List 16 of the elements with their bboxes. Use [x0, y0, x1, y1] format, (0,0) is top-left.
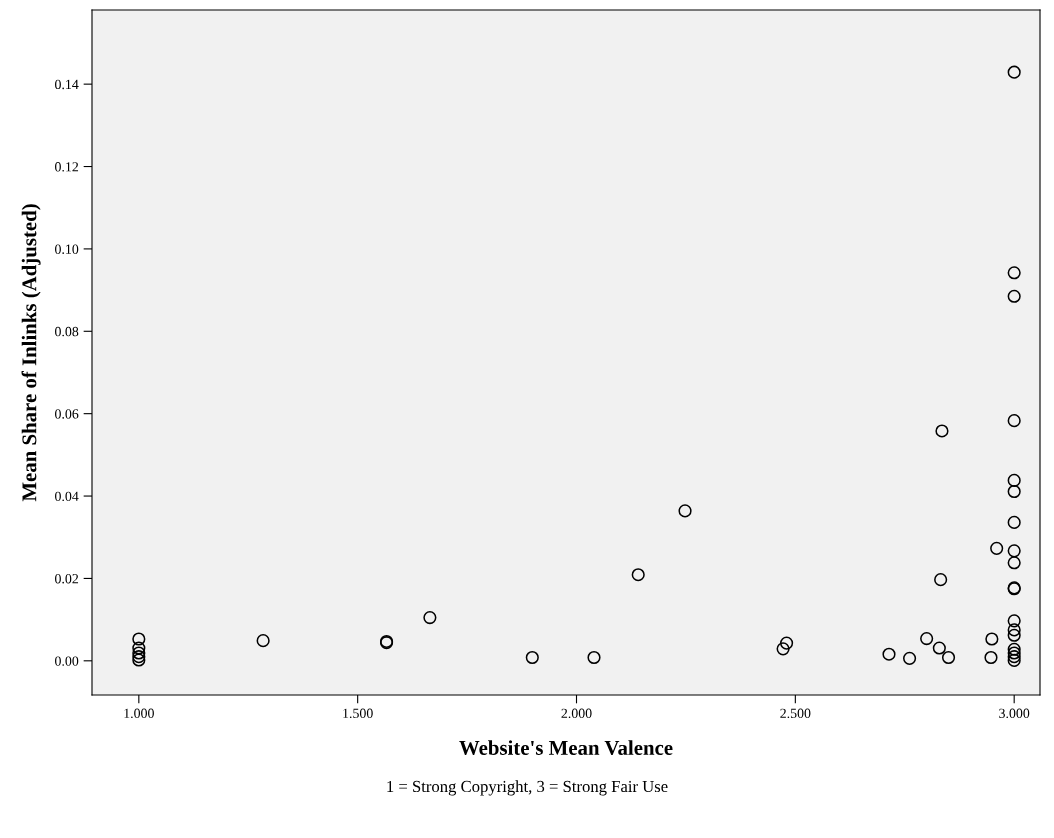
- x-tick-label: 1.500: [343, 708, 373, 719]
- y-tick-label: 0.10: [55, 244, 79, 254]
- x-tick-label: 2.500: [780, 708, 811, 719]
- y-tick-label: 0.08: [55, 326, 79, 337]
- x-tick-label: 2.000: [561, 708, 592, 719]
- y-tick-label: 0.06: [55, 409, 79, 419]
- y-axis-title: Mean Share of Inlinks (Adjusted): [21, 204, 41, 502]
- y-tick-label: 0.12: [55, 162, 79, 172]
- x-axis-title: Website's Mean Valence: [459, 740, 673, 756]
- y-tick-label: 0.14: [55, 79, 79, 90]
- x-tick-label: 3.000: [999, 708, 1030, 719]
- y-tick-label: 0.00: [55, 656, 79, 666]
- y-tick-label: 0.02: [55, 574, 79, 584]
- y-tick-label: 0.04: [55, 491, 79, 502]
- x-tick-label: 1.000: [124, 708, 154, 719]
- text: 1 = Strong Copyright, 3 = Strong Fair Use: [387, 780, 668, 796]
